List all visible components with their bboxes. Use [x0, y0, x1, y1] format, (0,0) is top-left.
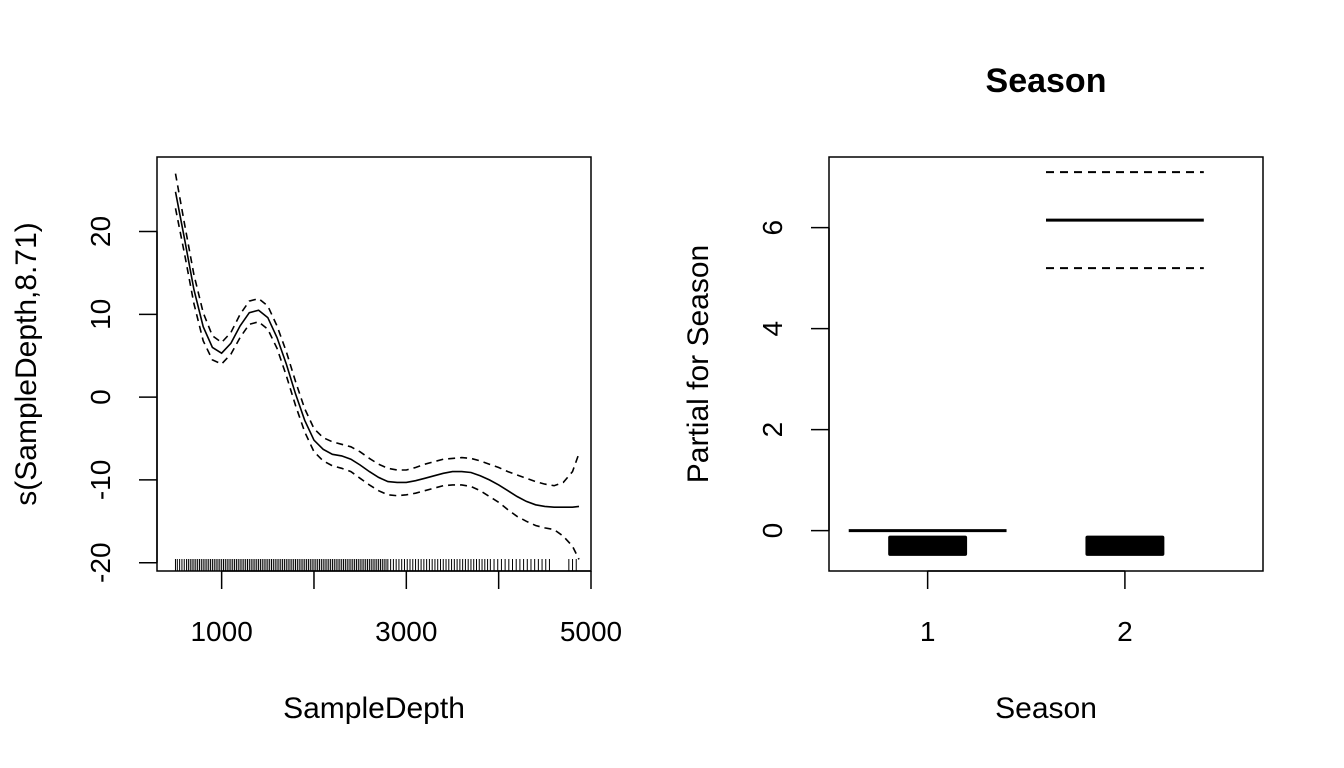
rug-block [1085, 535, 1165, 556]
x-tick-label: 5000 [560, 616, 622, 647]
y-axis: 0 2 4 6 [757, 220, 830, 539]
panel2-title: Season [986, 62, 1107, 100]
series-line-fit [174, 191, 580, 509]
panel-sampledepth: 1000 3000 5000 -20 -10 0 10 20 SampleDepth s(S… [10, 156, 622, 725]
y-axis-title: Partial for Season [682, 245, 715, 483]
y-tick-label: 6 [757, 220, 788, 236]
x-tick-label: 2 [1117, 616, 1133, 647]
y-tick-label: -20 [85, 542, 116, 582]
smooth-lines [174, 173, 580, 560]
x-axis-title: Season [995, 692, 1097, 725]
panel1-plot-frame [156, 156, 592, 572]
y-axis: -20 -10 0 10 20 [85, 216, 158, 583]
season-marks [848, 171, 1204, 556]
x-axis-title: SampleDepth [283, 692, 465, 725]
x-tick-label: 3000 [375, 616, 437, 647]
y-tick-label: 0 [757, 523, 788, 539]
y-tick-label: 4 [757, 321, 788, 337]
x-tick-label: 1000 [190, 616, 252, 647]
y-tick-label: 0 [85, 389, 116, 405]
rug-marks [174, 559, 577, 571]
series-line-lower [174, 208, 580, 560]
y-tick-label: 20 [85, 216, 116, 247]
y-tick-label: 10 [85, 299, 116, 330]
y-axis-title: s(SampleDepth,8.71) [10, 222, 43, 505]
y-tick-label: 2 [757, 422, 788, 438]
y-tick-label: -10 [85, 460, 116, 500]
series-line-upper [174, 173, 580, 487]
x-axis: 1000 3000 5000 [190, 570, 622, 647]
rug-block [888, 535, 968, 556]
x-tick-label: 1 [920, 616, 936, 647]
